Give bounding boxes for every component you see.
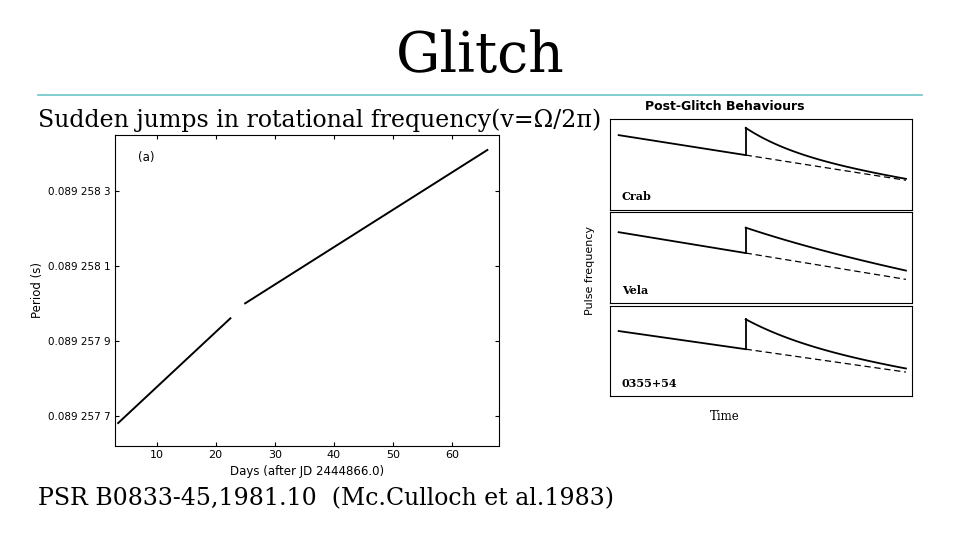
Text: Pulse frequency: Pulse frequency [586,225,595,315]
Text: Crab: Crab [622,191,652,202]
Text: PSR B0833-45,1981.10  (Mc.Culloch et al.1983): PSR B0833-45,1981.10 (Mc.Culloch et al.1… [38,487,614,510]
Text: Sudden jumps in rotational frequency(v=Ω/2π): Sudden jumps in rotational frequency(v=Ω… [38,108,602,132]
Text: Glitch: Glitch [396,30,564,84]
Text: Vela: Vela [622,285,648,296]
Text: 0355+54: 0355+54 [622,378,678,389]
Text: Time: Time [710,410,739,423]
X-axis label: Days (after JD 2444866.0): Days (after JD 2444866.0) [230,464,384,477]
Text: (a): (a) [138,151,155,164]
Text: Post-Glitch Behaviours: Post-Glitch Behaviours [645,100,804,113]
Y-axis label: Period (s): Period (s) [31,262,43,318]
